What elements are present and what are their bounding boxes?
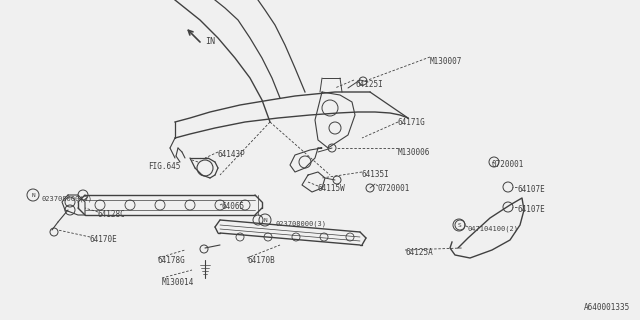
Text: M130014: M130014 xyxy=(162,278,195,287)
Text: 64178G: 64178G xyxy=(158,256,186,265)
Text: 64143P: 64143P xyxy=(218,150,246,159)
Text: 64125I: 64125I xyxy=(355,80,383,89)
Text: 0720001: 0720001 xyxy=(492,160,524,169)
Text: 023708000(3): 023708000(3) xyxy=(42,195,93,202)
Text: 047104100(2): 047104100(2) xyxy=(468,225,519,231)
Text: 64135I: 64135I xyxy=(362,170,390,179)
Text: 0720001: 0720001 xyxy=(378,184,410,193)
Text: 64170E: 64170E xyxy=(90,235,118,244)
Text: 64170B: 64170B xyxy=(247,256,275,265)
Text: N: N xyxy=(31,193,35,197)
Text: FIG.645: FIG.645 xyxy=(148,162,180,171)
Text: S: S xyxy=(457,222,461,228)
Text: 64115W: 64115W xyxy=(318,184,346,193)
Text: 64065: 64065 xyxy=(222,202,245,211)
Text: M130006: M130006 xyxy=(398,148,430,157)
Text: 64107E: 64107E xyxy=(517,185,545,194)
Text: M130007: M130007 xyxy=(430,57,462,66)
Text: A640001335: A640001335 xyxy=(584,303,630,312)
Text: IN: IN xyxy=(205,37,215,46)
Text: 64107E: 64107E xyxy=(517,205,545,214)
Text: 64128C: 64128C xyxy=(98,210,125,219)
Text: N: N xyxy=(263,218,267,222)
Text: 023708000(3): 023708000(3) xyxy=(275,220,326,227)
Text: 64171G: 64171G xyxy=(398,118,426,127)
Text: 64125A: 64125A xyxy=(405,248,433,257)
